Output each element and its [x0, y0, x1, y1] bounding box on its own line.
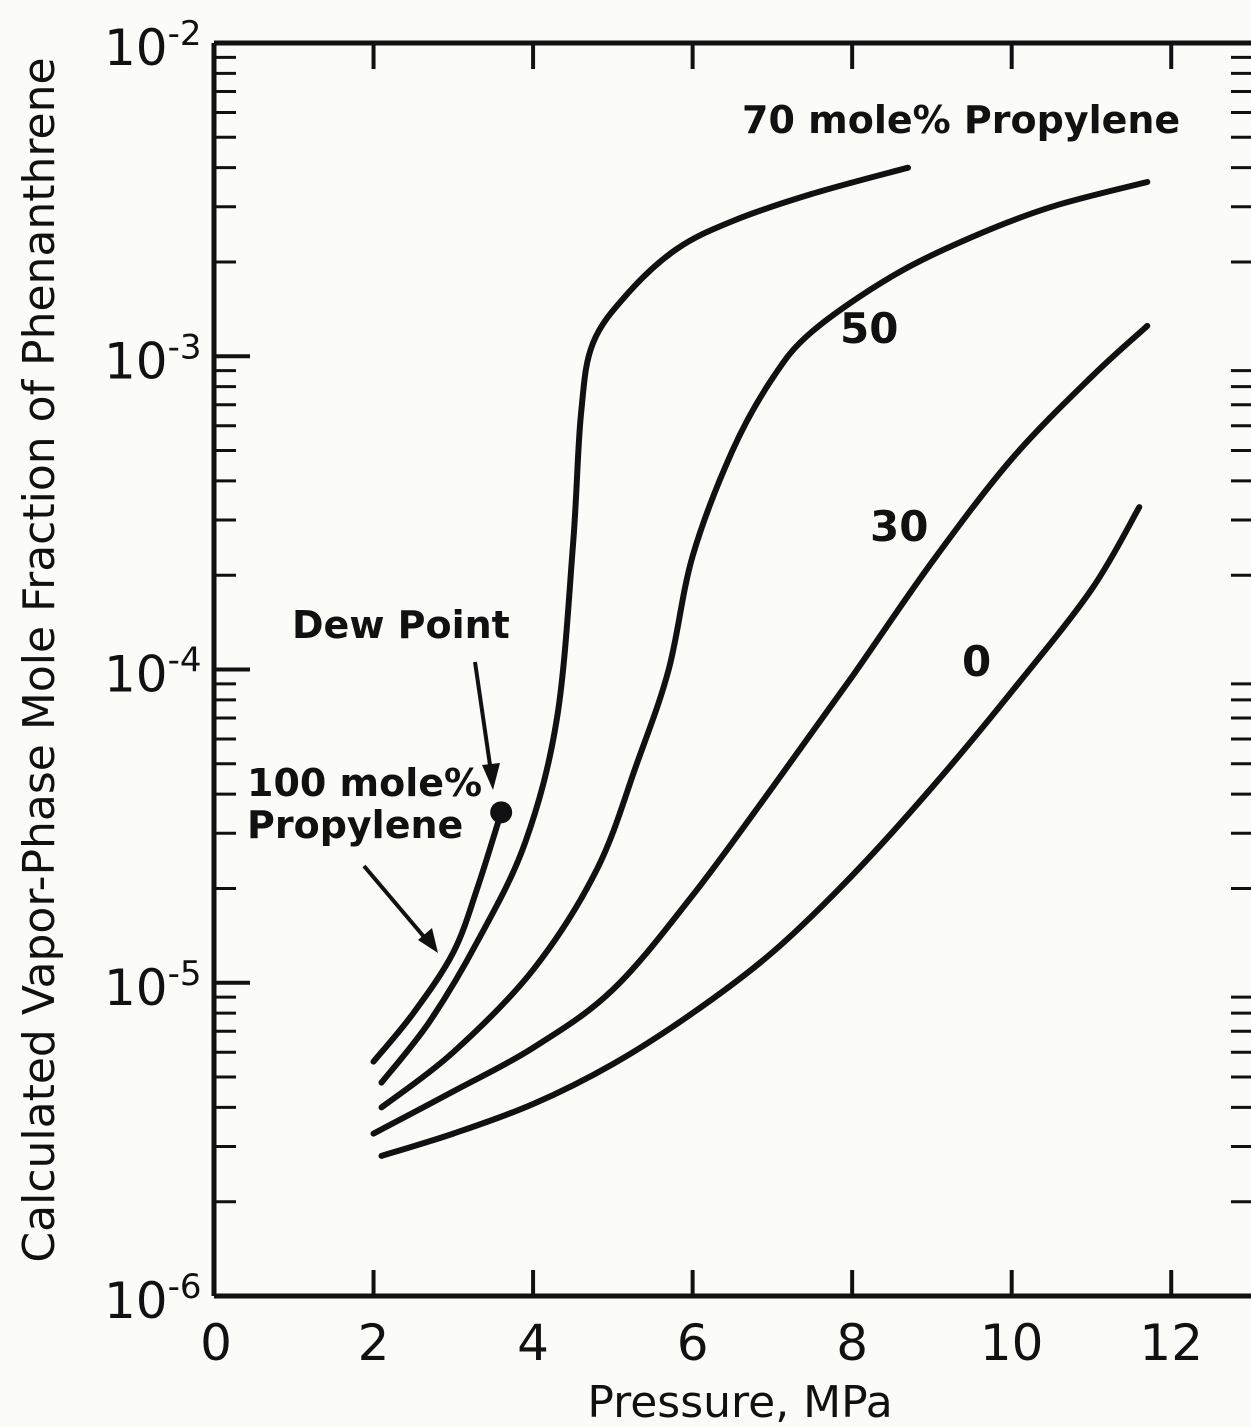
x-tick-label: 8 — [836, 1314, 868, 1372]
y-tick-labels-group: 10-6 10-5 10-4 10-3 10-2 — [104, 14, 202, 1330]
x-tick-label: 0 — [200, 1314, 232, 1372]
y-axis-label: Calculated Vapor-Phase Mole Fraction of … — [14, 57, 65, 1262]
y-tick-label: 10-4 — [104, 641, 202, 704]
plot-frame-group — [211, 40, 1251, 1299]
y-tick-label: 10-6 — [104, 1267, 202, 1330]
curve-s0 — [378, 504, 1143, 1159]
x-tick-label: 12 — [1139, 1314, 1203, 1372]
major-ticks-group — [214, 41, 1174, 1298]
dew-point-arrowhead — [482, 763, 500, 790]
x-tick-label: 4 — [517, 1314, 549, 1372]
x-tick-label: 10 — [980, 1314, 1044, 1372]
label-100-arrow — [362, 864, 427, 940]
x-axis-label: Pressure, MPa — [587, 1377, 892, 1427]
annotations-group: 70 mole% Propylene 50 30 0 Dew Point 100… — [247, 98, 1180, 953]
dew-point-arrow — [473, 661, 493, 773]
minor-ticks-group — [214, 55, 1251, 1204]
curve-s70 — [378, 164, 911, 1086]
curve-s50 — [378, 179, 1151, 1111]
curve-label-50: 50 — [840, 304, 898, 353]
curve-s30 — [370, 322, 1151, 1137]
x-tick-label: 2 — [358, 1314, 390, 1372]
curve-label-70: 70 mole% Propylene — [742, 98, 1180, 142]
curve-label-0: 0 — [962, 637, 991, 686]
curve-label-100-line2: Propylene — [247, 803, 463, 847]
x-tick-label: 6 — [677, 1314, 709, 1372]
dew-point-marker — [490, 801, 513, 824]
curves-group — [370, 164, 1151, 1159]
curve-label-30: 30 — [870, 502, 928, 551]
label-100-arrowhead — [418, 928, 438, 953]
y-tick-label: 10-2 — [104, 14, 202, 77]
x-tick-labels-group: 0 2 4 6 8 10 12 — [200, 1314, 1203, 1372]
curve-s100 — [370, 809, 505, 1065]
y-tick-label: 10-3 — [104, 327, 202, 390]
y-tick-label: 10-5 — [104, 954, 202, 1017]
curve-label-100-line1: 100 mole% — [247, 761, 482, 805]
dew-point-label: Dew Point — [292, 603, 510, 647]
